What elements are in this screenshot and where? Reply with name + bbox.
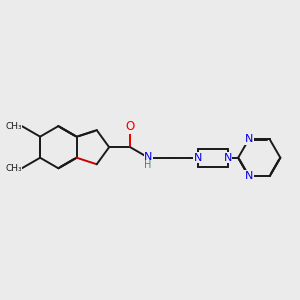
Text: H: H: [144, 160, 151, 170]
Text: N: N: [144, 152, 153, 162]
Text: N: N: [244, 171, 253, 181]
Text: O: O: [126, 120, 135, 133]
Text: CH₃: CH₃: [5, 164, 22, 173]
Text: N: N: [224, 153, 232, 163]
Text: CH₃: CH₃: [5, 122, 22, 130]
Text: N: N: [244, 134, 253, 145]
Text: N: N: [194, 153, 202, 163]
